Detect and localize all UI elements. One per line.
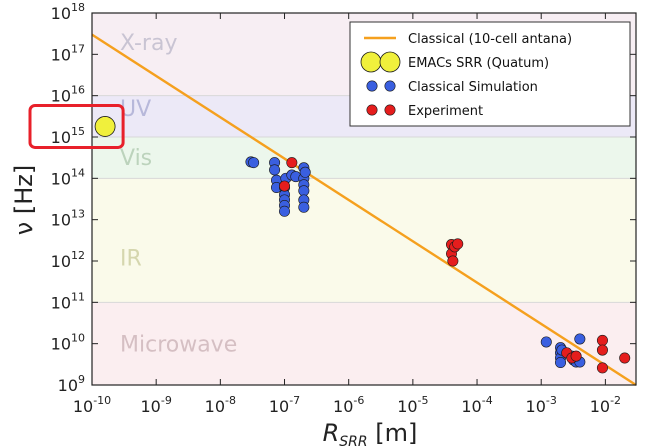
point-experiment [447, 255, 459, 267]
x-axis-label: RSRR [m] [323, 419, 418, 447]
point-classical-simulation [298, 201, 310, 213]
band-ir [92, 178, 636, 303]
x-tick-label: 10-3 [526, 394, 557, 416]
y-tick-label: 1012 [51, 249, 85, 271]
legend-box [349, 21, 631, 127]
point-experiment [286, 157, 298, 169]
legend-label: Experiment [408, 104, 483, 119]
x-tick-label: 10-9 [141, 394, 172, 416]
x-tick-label: 10-7 [269, 394, 300, 416]
y-tick-label: 109 [58, 373, 85, 395]
point-classical-simulation [574, 333, 586, 345]
point-classical-simulation [298, 185, 310, 197]
emacs-highlight-box [28, 103, 125, 149]
y-tick-label: 1010 [51, 332, 85, 354]
y-axis-ticks: 109 1010 1011 1012 1013 1014 1015 1016 1017 1018 [51, 1, 636, 395]
y-tick-label: 1017 [51, 42, 85, 64]
x-tick-label: 10-8 [205, 394, 236, 416]
point-experiment [596, 344, 608, 356]
point-classical-simulation [555, 357, 567, 369]
band-label-ir: IR [120, 247, 142, 272]
y-tick-label: 1015 [51, 125, 85, 147]
plot-series [91, 33, 637, 387]
y-tick-label: 1016 [51, 84, 85, 106]
legend-marker [384, 80, 396, 92]
point-experiment [596, 362, 608, 374]
y-tick-label: 1011 [51, 290, 85, 312]
legend-label: Classical Simulation [408, 80, 538, 95]
point-classical-simulation [248, 157, 260, 169]
legend-label: EMACs SRR (Quatum) [408, 56, 549, 71]
point-experiment [570, 350, 582, 362]
legend-marker [366, 104, 378, 116]
legend-marker [360, 51, 382, 73]
point-experiment [452, 238, 464, 250]
point-experiment [596, 334, 608, 346]
legend-marker [384, 104, 396, 116]
band-label-microwave: Microwave [120, 333, 237, 358]
point-classical-simulation [299, 166, 311, 178]
point-experiment [279, 180, 291, 192]
point-classical-simulation [269, 164, 281, 176]
x-tick-label: 10-6 [333, 394, 364, 416]
series-line-classical-10-cell-antana [91, 33, 637, 387]
y-tick-label: 1018 [51, 1, 85, 23]
band-label-xray: X-ray [120, 31, 177, 56]
band-labels: X-ray UV Vis IR Microwave [120, 31, 237, 358]
point-emacs-srr-quatum [94, 116, 116, 137]
point-experiment [619, 352, 631, 364]
x-tick-label: 10-2 [590, 394, 621, 416]
legend-label: Classical (10-cell antana) [408, 32, 572, 47]
band-vis [92, 137, 636, 179]
x-axis-ticks: 10-10 10-9 10-8 10-7 10-6 10-5 10-4 10-3 10-2 [73, 13, 621, 416]
plot-frame [91, 12, 637, 386]
point-classical-simulation [540, 336, 552, 348]
legend: Classical (10-cell antana) EMACs SRR (Qua… [349, 21, 631, 127]
x-tick-label: 10-5 [397, 394, 428, 416]
y-axis-label: ν [Hz] [10, 165, 38, 235]
y-tick-label: 1014 [51, 166, 85, 188]
legend-marker [366, 80, 378, 92]
y-tick-label: 1013 [51, 208, 85, 230]
band-label-vis: Vis [120, 146, 152, 171]
legend-marker [379, 51, 401, 73]
x-tick-label: 10-10 [73, 394, 111, 416]
point-classical-simulation [279, 205, 291, 217]
band-label-uv: UV [120, 97, 151, 122]
x-tick-label: 10-4 [461, 394, 492, 416]
